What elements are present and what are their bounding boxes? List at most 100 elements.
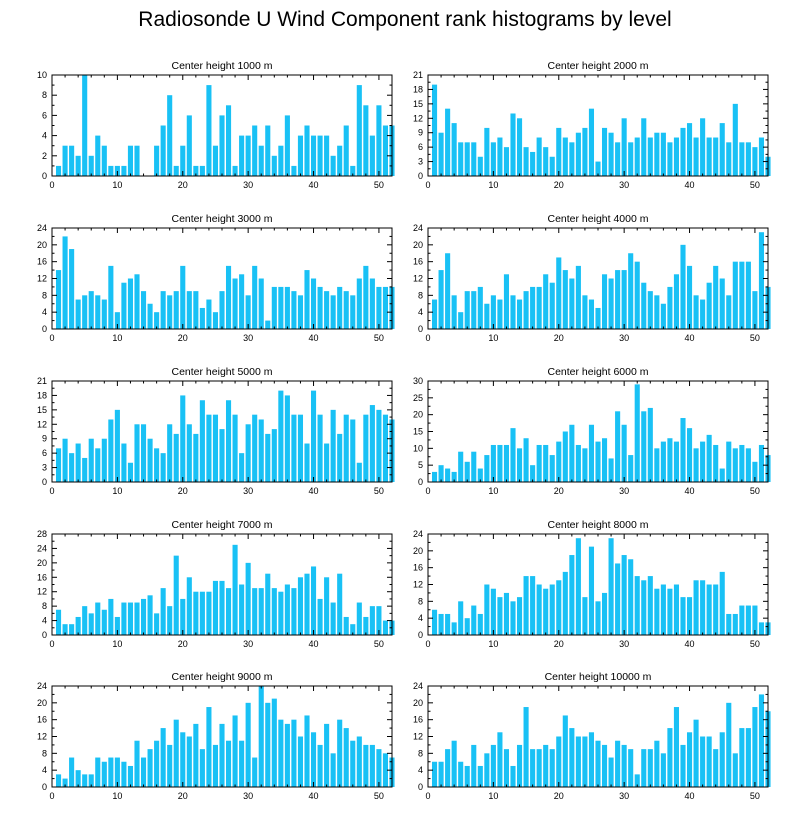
bar xyxy=(556,257,562,329)
bar xyxy=(134,424,140,482)
y-tick-label: 8 xyxy=(42,90,47,100)
bar xyxy=(317,286,323,329)
bar xyxy=(458,142,464,176)
bar xyxy=(363,414,369,482)
bar xyxy=(154,740,160,787)
bar xyxy=(431,84,438,176)
bar xyxy=(239,453,245,482)
bar xyxy=(477,286,483,329)
bar xyxy=(382,286,389,329)
bar xyxy=(458,312,464,329)
bar xyxy=(284,115,290,176)
y-tick-label: 0 xyxy=(42,171,47,181)
bar xyxy=(69,757,75,787)
bar xyxy=(330,409,336,482)
bar xyxy=(503,274,510,329)
bar xyxy=(680,597,686,636)
bar xyxy=(193,723,199,788)
bar xyxy=(232,544,238,635)
bar xyxy=(278,591,284,635)
bar xyxy=(758,622,765,636)
y-tick-label: 4 xyxy=(418,765,423,775)
bar xyxy=(186,115,192,176)
bar xyxy=(219,291,225,330)
bar xyxy=(317,744,323,787)
x-tick-label: 40 xyxy=(309,639,319,649)
bar xyxy=(654,448,660,482)
bar xyxy=(451,471,457,482)
bar xyxy=(719,732,725,787)
bar xyxy=(376,286,382,329)
x-tick-label: 20 xyxy=(178,333,188,343)
bar xyxy=(324,723,330,788)
bar xyxy=(101,609,107,635)
bar xyxy=(95,757,101,787)
bar xyxy=(55,774,62,788)
y-tick-label: 8 xyxy=(42,748,47,758)
bar xyxy=(75,616,81,635)
bar xyxy=(121,443,127,482)
bar xyxy=(180,598,186,635)
bar xyxy=(523,438,529,482)
bar xyxy=(127,602,134,635)
y-tick-label: 8 xyxy=(418,748,423,758)
bar xyxy=(297,295,304,329)
bar xyxy=(297,736,304,787)
bar xyxy=(232,165,238,176)
bar xyxy=(219,723,225,788)
bar xyxy=(758,232,765,329)
bar xyxy=(82,457,88,482)
bar xyxy=(88,155,94,176)
bar xyxy=(667,438,673,482)
bar xyxy=(160,588,166,635)
bar xyxy=(134,602,140,635)
bar xyxy=(680,418,686,482)
y-tick-label: 16 xyxy=(37,715,47,725)
bar xyxy=(88,774,94,788)
bar xyxy=(706,584,712,635)
bar xyxy=(641,282,647,329)
bar xyxy=(337,719,343,787)
bar xyxy=(82,774,88,788)
bar xyxy=(88,291,94,330)
bar xyxy=(451,295,457,329)
bar xyxy=(706,282,712,329)
bar xyxy=(726,295,732,329)
y-tick-label: 0 xyxy=(418,171,423,181)
bar xyxy=(530,465,536,482)
y-tick-label: 4 xyxy=(42,616,47,626)
y-tick-label: 20 xyxy=(413,410,423,420)
bar xyxy=(239,740,245,787)
bar xyxy=(369,135,375,176)
bar xyxy=(549,156,555,176)
bar xyxy=(562,571,568,636)
bar xyxy=(647,407,653,482)
panel-title: Center height 10000 m xyxy=(545,671,652,683)
bar xyxy=(451,740,457,787)
y-tick-label: 10 xyxy=(413,443,423,453)
bar xyxy=(108,598,114,635)
y-tick-label: 12 xyxy=(37,419,47,429)
bar xyxy=(173,719,179,787)
bar xyxy=(673,584,680,635)
bar xyxy=(431,609,438,635)
bar xyxy=(69,145,75,176)
bar xyxy=(199,307,205,329)
bar xyxy=(484,753,490,787)
bar xyxy=(477,613,483,635)
bar xyxy=(369,744,375,787)
bar xyxy=(114,312,120,329)
bar xyxy=(291,165,297,176)
bar xyxy=(608,278,614,329)
bar xyxy=(225,588,232,635)
bar xyxy=(745,142,751,176)
bar xyxy=(232,414,238,482)
bar xyxy=(291,719,297,787)
bar xyxy=(199,591,205,635)
histogram-panel: Center height 4000 m 0 10 20 30 40 50 0 4 8 12 16 20… xyxy=(413,213,771,343)
bar xyxy=(615,270,621,329)
bar xyxy=(562,137,568,176)
bar xyxy=(363,744,369,787)
bar xyxy=(350,165,356,176)
bar xyxy=(556,580,562,635)
